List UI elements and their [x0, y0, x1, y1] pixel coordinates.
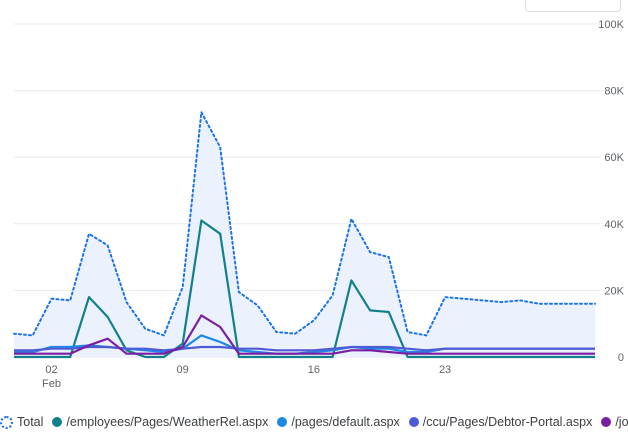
series-lines — [13, 108, 596, 359]
legend-label: /pages/default.aspx — [291, 415, 400, 429]
legend-dotted-circle-icon — [0, 415, 13, 429]
line-chart: 0 20K 40K 60K 80K 100K 02 Feb 09 16 23 — [13, 19, 625, 390]
y-tick-label: 20K — [604, 285, 624, 297]
y-tick-label: 0 — [618, 352, 624, 364]
y-tick-label: 80K — [604, 86, 624, 98]
series-area-total — [14, 112, 595, 357]
y-tick-label: 40K — [604, 219, 624, 231]
legend-item[interactable]: /pages/default.aspx — [277, 415, 400, 429]
legend-circle-icon — [408, 417, 419, 427]
x-tick-sublabel: Feb — [42, 378, 61, 390]
x-tick-label: 02 — [45, 364, 57, 376]
series-line-3 — [14, 345, 595, 352]
date-range-selector[interactable] — [525, 0, 621, 12]
legend-item[interactable]: Total — [0, 415, 43, 429]
chart-legend: Total/employees/Pages/WeatherRel.aspx/pa… — [0, 411, 628, 433]
x-tick-label: 09 — [177, 364, 189, 376]
x-tick-label: 16 — [308, 364, 320, 376]
legend-label: Total — [17, 415, 44, 429]
legend-label: /employees/Pages/WeatherRel.aspx — [66, 415, 269, 429]
legend-label: /jobseekers/Pages/job — [615, 415, 628, 429]
series-line-total — [13, 108, 596, 337]
area-layer — [14, 112, 595, 357]
y-axis-ticks: 0 20K 40K 60K 80K 100K — [598, 19, 624, 364]
legend-label: /ccu/Pages/Debtor-Portal.aspx — [422, 415, 593, 429]
series-line-4 — [14, 314, 595, 355]
x-axis-ticks: 02 Feb 09 16 23 — [42, 364, 451, 390]
y-tick-label: 60K — [604, 152, 624, 164]
series-line-1 — [14, 219, 595, 359]
legend-item[interactable]: /jobseekers/Pages/job — [601, 415, 628, 429]
legend-item[interactable]: /ccu/Pages/Debtor-Portal.aspx — [408, 415, 593, 429]
legend-item[interactable]: /employees/Pages/WeatherRel.aspx — [52, 415, 268, 429]
legend-circle-icon — [52, 417, 63, 427]
x-tick-label: 23 — [439, 364, 451, 376]
legend-circle-icon — [601, 417, 612, 427]
y-tick-label: 100K — [598, 19, 624, 31]
legend-circle-icon — [277, 417, 288, 427]
